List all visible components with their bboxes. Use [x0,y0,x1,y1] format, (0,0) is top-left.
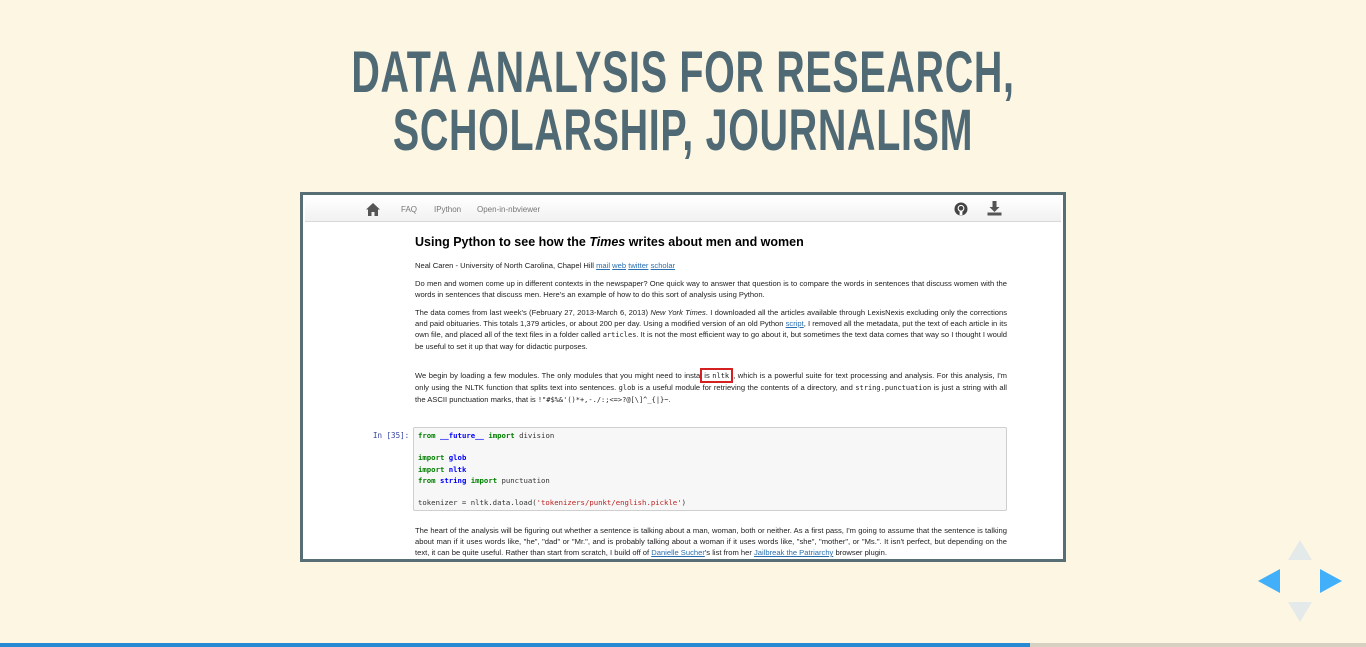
code-cell[interactable]: from __future__ import division import g… [413,427,1007,511]
progress-bar [0,643,1366,647]
code-line-blank [418,486,1002,497]
code-line-blank [418,441,1002,452]
nav-link-faq[interactable]: FAQ [401,205,418,214]
nav-link-open-in-nbviewer[interactable]: Open-in-nbviewer [477,205,541,214]
author-link-web[interactable]: web [612,261,627,270]
code-line: from __future__ import division [418,431,555,440]
paragraph-intro: Do men and women come up in different co… [415,279,1007,299]
highlight-box: is nltk [700,368,734,383]
slide-title-line-2: SCHOLARSHIP, JOURNALISM [392,98,974,163]
nbviewer-navbar: FAQ IPython Open-in-nbviewer [305,197,1061,222]
script-link[interactable]: script [785,319,804,328]
paragraph-data-source: The data comes from last week's (Februar… [415,308,1008,351]
notebook-screenshot: FAQ IPython Open-in-nbviewer Using Pytho… [300,192,1066,562]
paragraph-modules: We begin by loading a few modules. The o… [415,368,1007,406]
notebook-content: Using Python to see how the Times writes… [415,235,1007,413]
danielle-sucher-link[interactable]: Danielle Sucher [651,548,705,557]
paragraph-heart-of-analysis: The heart of the analysis will be figuri… [415,526,1007,557]
github-icon[interactable] [954,202,968,216]
slide-title-line-1: DATA ANALYSIS FOR RESEARCH, [351,40,1015,105]
progress-bar-fill [0,643,1030,647]
download-icon[interactable] [987,201,1002,216]
code-line: import glob [418,453,467,463]
nav-up-arrow-icon [1288,540,1312,560]
jailbreak-link[interactable]: Jailbreak the Patriarchy [753,548,834,557]
author-link-twitter[interactable]: twitter [628,261,649,270]
author-link-scholar[interactable]: scholar [650,261,676,270]
nav-link-ipython[interactable]: IPython [434,205,462,214]
author-link-mail[interactable]: mail [596,261,611,270]
author-line: Neal Caren - University of North Carolin… [415,261,676,270]
code-line: tokenizer = nltk.data.load('tokenizers/p… [418,498,687,508]
home-icon[interactable] [366,203,380,216]
code-line: from string import punctuation [418,475,550,485]
slide-title: DATA ANALYSIS FOR RESEARCH, SCHOLARSHIP,… [0,44,1366,160]
nav-down-arrow-icon [1288,602,1312,622]
code-line: import nltk [418,464,467,474]
notebook-title: Using Python to see how the Times writes… [415,235,804,249]
nav-left-arrow-icon[interactable] [1258,569,1280,593]
nav-right-arrow-icon[interactable] [1320,569,1342,593]
cell-prompt: In [35]: [373,431,410,440]
